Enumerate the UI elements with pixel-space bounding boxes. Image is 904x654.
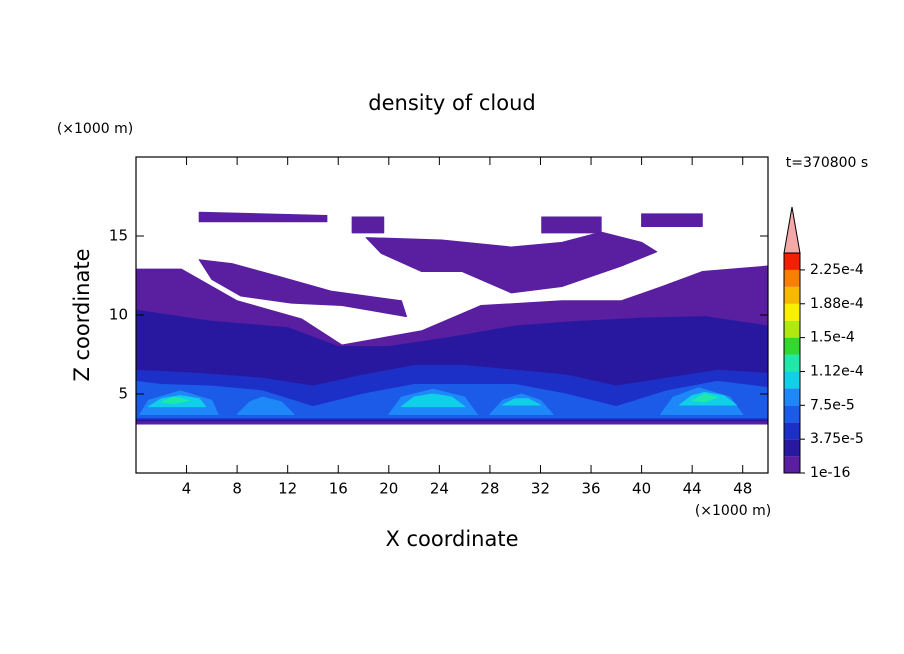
colorbar-tick-label: 3.75e-5 [810, 431, 864, 447]
contour-region [198, 259, 407, 318]
x-tick-label: 40 [632, 480, 651, 498]
y-tick-label: 15 [109, 227, 128, 245]
contour-field [135, 211, 769, 425]
chart-title: density of cloud [368, 91, 535, 115]
contour-region [351, 216, 385, 234]
contour-region [365, 231, 658, 294]
x-tick-label: 24 [430, 480, 449, 498]
contour-region [160, 396, 190, 404]
x-tick-label: 8 [232, 480, 242, 498]
colorbar-frame [783, 252, 801, 474]
colorbar-tick-label: 2.25e-4 [810, 262, 864, 278]
contour-region [236, 396, 295, 416]
colorbar-tick-label: 7.5e-5 [810, 397, 855, 413]
colorbar-band [784, 320, 800, 338]
colorbar-band [784, 456, 800, 473]
x-tick-label: 36 [581, 480, 600, 498]
contour-region [400, 393, 466, 408]
colorbar-band [784, 269, 800, 287]
x-tick-label: 44 [683, 480, 702, 498]
colorbar-band [784, 303, 800, 321]
colorbar-band [784, 253, 800, 270]
colorbar-band [784, 388, 800, 406]
contour-region [691, 393, 718, 403]
y-axis-label: Z coordinate [70, 248, 94, 381]
x-tick-label: 48 [733, 480, 752, 498]
colorbar-tick-label: 1.88e-4 [810, 296, 864, 312]
x-unit: (×1000 m) [695, 503, 771, 519]
contour-region [198, 211, 328, 223]
y-tick-label: 10 [109, 306, 128, 324]
colorbar-band [784, 405, 800, 423]
colorbar-band [784, 422, 800, 440]
colorbar-tick-label: 1.12e-4 [810, 363, 864, 379]
colorbar-band [784, 286, 800, 304]
x-axis-label: X coordinate [385, 527, 518, 551]
x-tick-label: 12 [278, 480, 297, 498]
x-tick-label: 32 [531, 480, 550, 498]
y-unit: (×1000 m) [57, 121, 133, 137]
colorbar-band [784, 354, 800, 372]
x-tick-label: 28 [480, 480, 499, 498]
colorbar-band [784, 439, 800, 457]
y-tick-label: 5 [118, 385, 128, 403]
contour-region [541, 216, 602, 234]
colorbar-tick-label: 1e-16 [810, 465, 850, 481]
time-annotation: t=370800 s [786, 155, 868, 171]
x-tick-label: 16 [329, 480, 348, 498]
colorbar-tick-label: 1.5e-4 [810, 330, 855, 346]
contour-region [641, 213, 703, 228]
x-tick-label: 20 [379, 480, 398, 498]
contour-region [502, 398, 541, 406]
colorbar-band [784, 337, 800, 355]
colorbar-band [784, 371, 800, 389]
x-tick-label: 4 [182, 480, 192, 498]
